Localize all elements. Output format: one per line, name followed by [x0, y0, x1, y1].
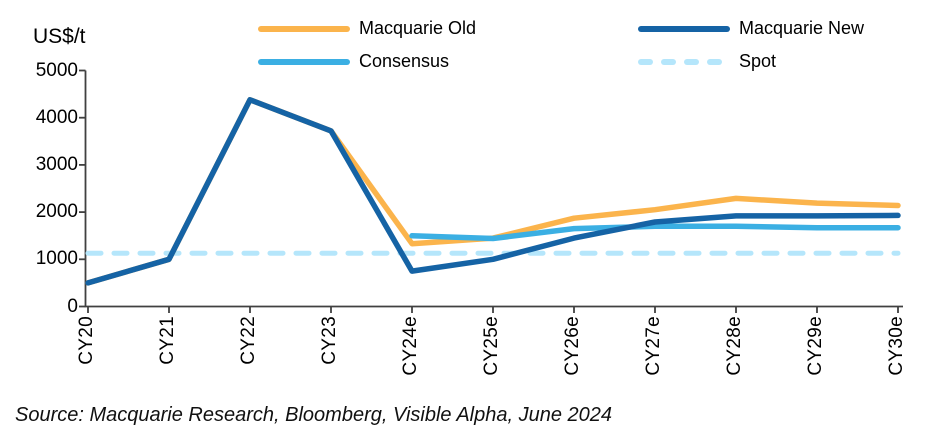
- series-line-macquarie-new: [85, 97, 901, 286]
- x-tick-label: CY30e: [886, 316, 907, 376]
- x-tick-label: CY24e: [400, 316, 421, 376]
- legend-item-macquarie-old: Macquarie Old: [258, 12, 476, 45]
- y-tick-label: 4000: [35, 106, 78, 128]
- legend-item-spot: Spot: [638, 45, 864, 78]
- y-tick-label: 1000: [35, 248, 78, 270]
- spot-dashed-line-swatch: [638, 58, 730, 65]
- legend-label-spot: Spot: [739, 51, 777, 71]
- legend-label-consensus: Consensus: [359, 51, 450, 71]
- y-tick-label: 3000: [35, 153, 78, 175]
- macquarie-old-line-swatch: [258, 25, 350, 32]
- x-tick-label: CY20: [76, 316, 97, 365]
- x-tick-label: CY27e: [643, 316, 664, 376]
- y-tick-label: 5000: [35, 59, 78, 81]
- consensus-line-swatch: [258, 58, 350, 65]
- x-tick-label: CY29e: [805, 316, 826, 376]
- x-tick-label: CY23: [319, 316, 340, 365]
- legend-label-macquarie-new: Macquarie New: [739, 18, 865, 38]
- y-tick-label: 2000: [35, 201, 78, 223]
- chart-plot-area: [79, 69, 903, 313]
- macquarie-new-line-swatch: [638, 25, 730, 32]
- x-tick-label: CY21: [157, 316, 178, 365]
- y-axis-unit-label: US$/t: [33, 25, 86, 48]
- legend-column-right: Macquarie New Spot: [638, 12, 864, 78]
- series-line-consensus: [409, 223, 901, 242]
- x-tick-label: CY22: [238, 316, 259, 365]
- legend-column-left: Macquarie Old Consensus: [258, 12, 476, 78]
- legend-item-consensus: Consensus: [258, 45, 476, 78]
- y-tick-label: 0: [67, 295, 78, 317]
- x-tick-label: CY25e: [481, 316, 502, 376]
- axis-frame: [84, 70, 903, 308]
- legend-item-macquarie-new: Macquarie New: [638, 12, 864, 45]
- x-tick-label: CY28e: [724, 316, 745, 376]
- source-note: Source: Macquarie Research, Bloomberg, V…: [15, 404, 613, 426]
- x-tick-label: CY26e: [562, 316, 583, 376]
- legend-label-macquarie-old: Macquarie Old: [359, 18, 477, 38]
